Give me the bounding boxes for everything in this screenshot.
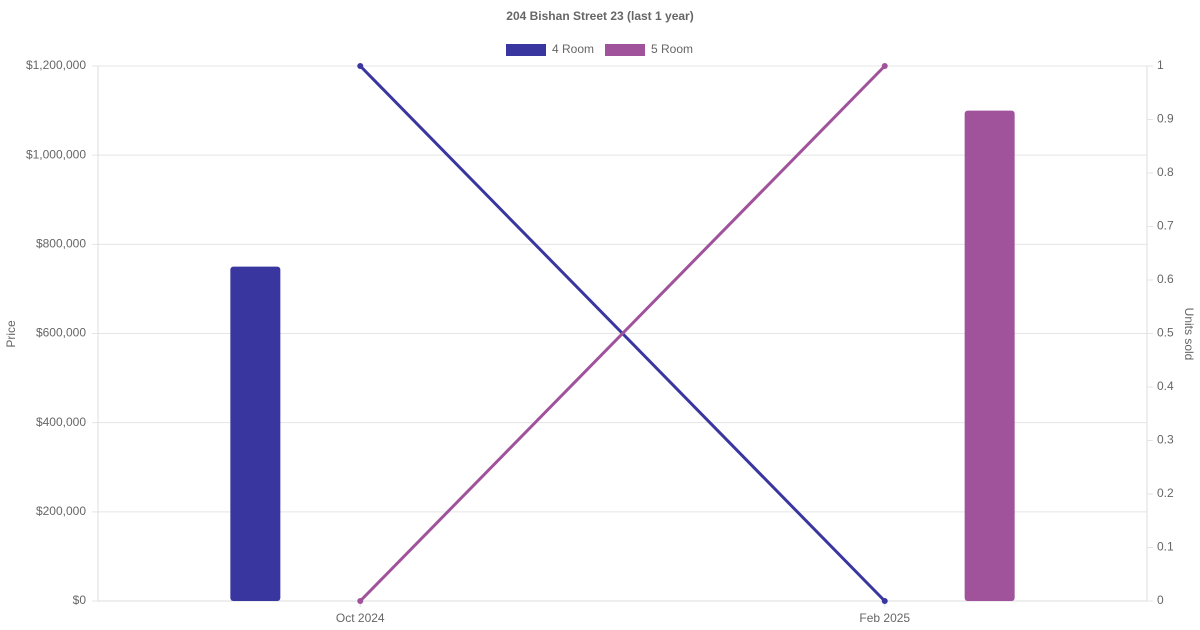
legend-swatch: [506, 44, 546, 56]
point: [881, 63, 888, 69]
y-tick-label: $400,000: [36, 415, 86, 429]
bar: [230, 266, 281, 601]
y-axis-title: Price: [4, 320, 18, 348]
y2-tick-label: 0.3: [1157, 433, 1174, 447]
y-tick-label: $600,000: [36, 326, 86, 340]
y2-tick-label: 0.4: [1157, 379, 1174, 393]
x-tick-label: Feb 2025: [859, 611, 910, 625]
chart-title: 204 Bishan Street 23 (last 1 year): [506, 9, 693, 23]
y2-tick-label: 0.7: [1157, 219, 1174, 233]
y2-axis-title: Units sold: [1182, 308, 1196, 361]
point: [881, 598, 888, 604]
y2-tick-label: 0.1: [1157, 540, 1174, 554]
y-tick-label: $1,000,000: [26, 147, 86, 161]
line: [359, 64, 886, 603]
legend-label: 5 Room: [651, 42, 693, 56]
y2-tick-label: 0.9: [1157, 112, 1174, 126]
y2-tick-label: 0.6: [1157, 272, 1174, 286]
point: [357, 598, 364, 604]
y-tick-label: $0: [73, 593, 87, 607]
y2-tick-label: 1: [1157, 58, 1164, 72]
y2-tick-label: 0.5: [1157, 326, 1174, 340]
y-tick-label: $200,000: [36, 504, 86, 518]
y2-tick-label: 0: [1157, 593, 1164, 607]
y2-tick-label: 0.2: [1157, 486, 1174, 500]
y-tick-label: $800,000: [36, 237, 86, 251]
bar: [964, 110, 1015, 601]
y2-tick-label: 0.8: [1157, 165, 1174, 179]
y-tick-label: $1,200,000: [26, 58, 86, 72]
point: [357, 63, 364, 69]
legend-swatch: [605, 44, 645, 56]
x-tick-label: Oct 2024: [336, 611, 385, 625]
legend-label: 4 Room: [552, 42, 594, 56]
